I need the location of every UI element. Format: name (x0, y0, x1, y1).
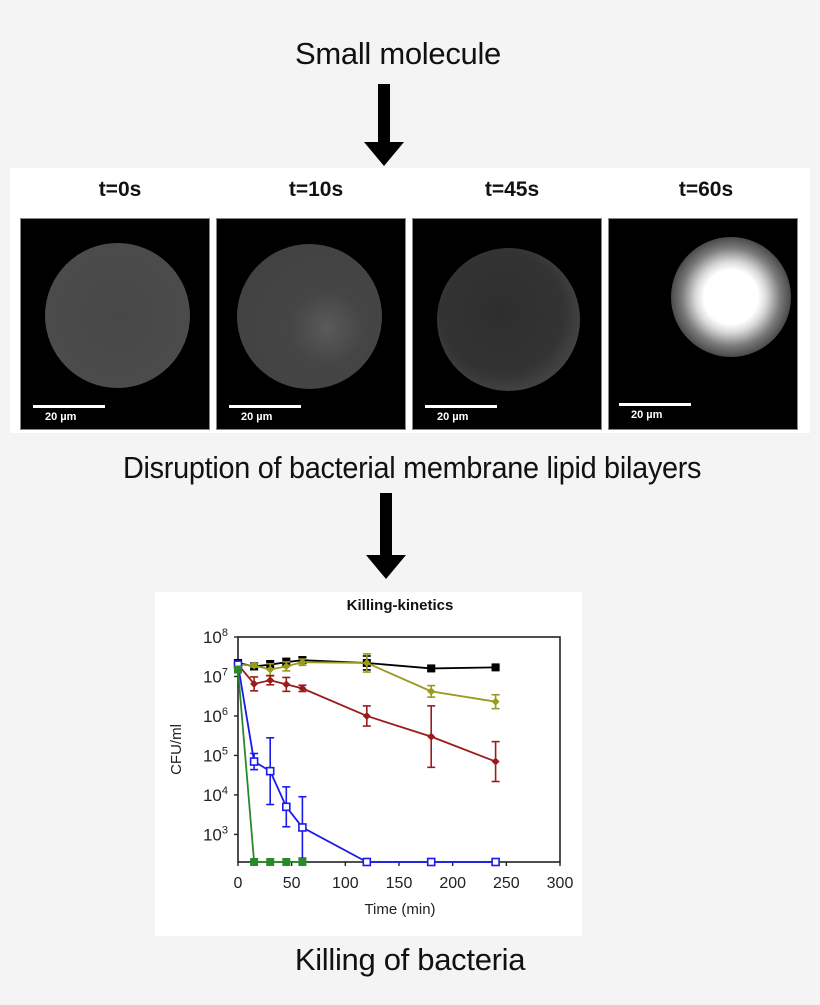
vesicle-image (237, 244, 382, 389)
caption-killing-bacteria: Killing of bacteria (294, 942, 526, 977)
data-point (266, 676, 275, 685)
data-point (282, 662, 291, 671)
chart-plot: Killing-kinetics 103 104 105 106 107 108 0 50 100… (168, 597, 574, 918)
data-point (491, 663, 500, 672)
x-tick-label: 0 (234, 875, 243, 892)
caption-small-molecule: Small molecule (295, 36, 501, 71)
collapsed-vesicle-image (671, 237, 791, 357)
data-point (282, 802, 291, 812)
y-tick-label: 104 (203, 785, 228, 805)
frame-label-t45: t=45s (484, 178, 540, 201)
data-point (491, 697, 500, 706)
micrograph-t0: 20 µm (20, 218, 210, 430)
x-tick-label: 200 (439, 875, 466, 892)
micrograph-t60: 20 µm (608, 218, 798, 430)
y-tick-label: 107 (203, 666, 228, 686)
frame-label-t10: t=10s (288, 178, 344, 201)
down-arrow-icon (364, 84, 404, 168)
x-tick-label: 150 (386, 875, 413, 892)
y-tick-label: 103 (203, 824, 228, 844)
data-point (362, 711, 371, 720)
data-point (265, 766, 275, 776)
vesicle-image (45, 243, 190, 388)
data-point (427, 687, 436, 696)
data-point (298, 823, 307, 832)
data-point (282, 858, 291, 866)
y-tick-label: 105 (203, 745, 228, 765)
data-point (250, 661, 259, 670)
scale-bar (619, 403, 691, 406)
data-point (282, 680, 291, 689)
data-point (298, 858, 307, 866)
data-point (266, 665, 275, 674)
series-line-blue (237, 664, 496, 863)
scale-bar (33, 405, 105, 408)
y-axis-label: CFU/ml (168, 724, 185, 775)
chart-title: Killing-kinetics (347, 597, 454, 614)
data-point (427, 664, 436, 673)
x-tick-label: 250 (493, 875, 520, 892)
scale-bar-label: 20 µm (241, 411, 273, 423)
data-point (250, 858, 259, 866)
x-tick-label: 300 (547, 875, 574, 892)
y-tick-label: 108 (203, 627, 228, 647)
data-point (426, 857, 436, 867)
data-point (427, 732, 436, 741)
scale-bar-label: 20 µm (631, 409, 663, 421)
scale-bar-label: 20 µm (437, 411, 469, 423)
vesicle-image (437, 248, 580, 391)
scale-bar-label: 20 µm (45, 411, 77, 423)
data-point (491, 857, 500, 867)
data-point (249, 757, 259, 766)
scale-bar (229, 405, 301, 408)
data-point (298, 684, 307, 693)
scale-bar (425, 405, 497, 408)
down-arrow-icon (366, 493, 406, 579)
data-point (266, 858, 275, 866)
data-point (234, 665, 242, 674)
data-point (362, 658, 371, 667)
data-point (491, 757, 500, 766)
micrograph-t45: 20 µm (412, 218, 602, 430)
micrograph-t10: 20 µm (216, 218, 406, 430)
caption-membrane-disruption: Disruption of bacterial membrane lipid b… (123, 450, 702, 485)
data-point (250, 679, 259, 688)
x-tick-label: 100 (332, 875, 359, 892)
data-point (298, 658, 307, 667)
frame-label-t60: t=60s (678, 178, 734, 201)
x-axis-label: Time (min) (364, 901, 435, 918)
data-point (362, 857, 372, 867)
microscopy-panel: t=0s t=10s t=45s t=60s 20 µm 20 µm 20 µm… (10, 168, 810, 433)
x-tick-label: 50 (283, 875, 301, 892)
killing-kinetics-chart: Killing-kinetics 103 104 105 106 107 108 0 50 100… (155, 592, 582, 936)
frame-label-t0: t=0s (98, 178, 142, 201)
y-tick-label: 106 (203, 706, 228, 726)
